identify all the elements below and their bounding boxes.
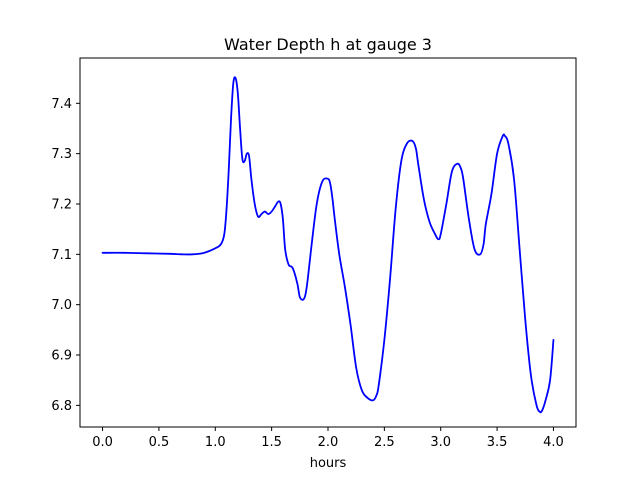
x-axis: 0.0 0.5 1.0 1.5 2.0 2.5 3.0 3.5 4.0	[92, 427, 564, 450]
y-tick-label: 6.8	[51, 399, 72, 414]
y-tick-label: 7.0	[51, 298, 72, 313]
y-tick-label: 7.1	[51, 248, 72, 263]
x-tick-label: 0.0	[92, 435, 113, 450]
x-tick-label: 4.0	[543, 435, 564, 450]
y-tick-label: 7.3	[51, 147, 72, 162]
chart-title: Water Depth h at gauge 3	[224, 35, 432, 54]
x-tick-label: 2.0	[318, 435, 339, 450]
x-axis-label: hours	[310, 456, 347, 471]
x-tick-label: 3.5	[487, 435, 508, 450]
x-tick-label: 2.5	[374, 435, 395, 450]
x-tick-label: 0.5	[149, 435, 170, 450]
x-tick-label: 3.0	[430, 435, 451, 450]
y-axis: 6.8 6.9 7.0 7.1 7.2 7.3 7.4	[51, 97, 80, 414]
y-tick-label: 7.4	[51, 97, 72, 112]
plot-frame	[79, 57, 577, 428]
y-tick-label: 7.2	[51, 197, 72, 212]
series-line-gauge-3	[101, 76, 555, 414]
x-tick-label: 1.5	[261, 435, 282, 450]
x-tick-label: 1.0	[205, 435, 226, 450]
y-tick-label: 6.9	[51, 349, 72, 364]
